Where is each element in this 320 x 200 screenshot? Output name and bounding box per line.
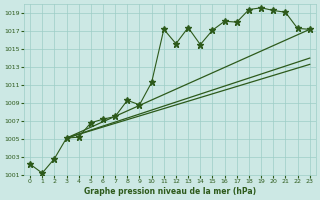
X-axis label: Graphe pression niveau de la mer (hPa): Graphe pression niveau de la mer (hPa)	[84, 187, 256, 196]
